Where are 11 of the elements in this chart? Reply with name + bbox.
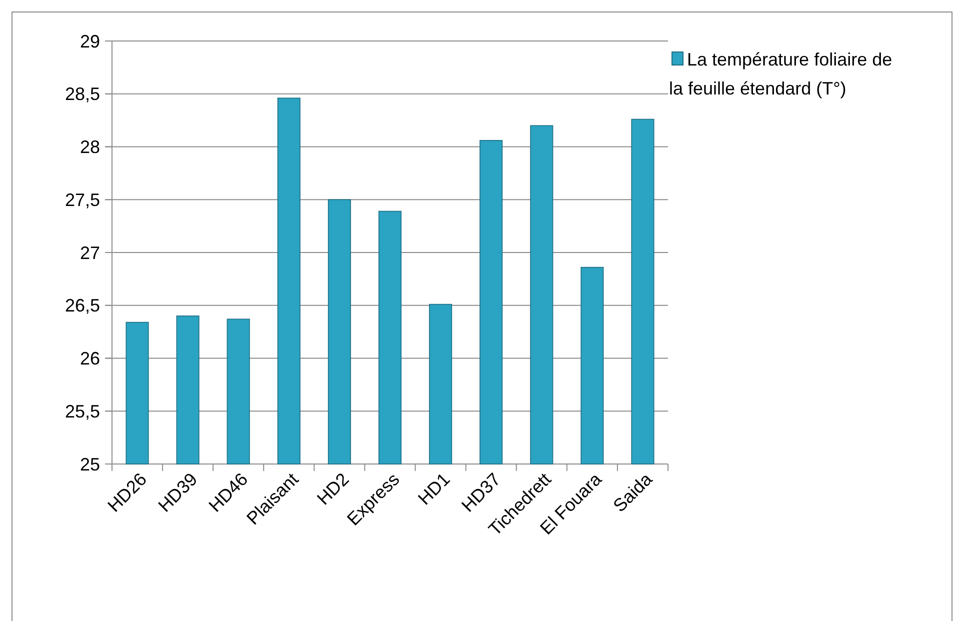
y-tick-label: 26 bbox=[80, 348, 100, 369]
y-tick-label: 29 bbox=[80, 31, 100, 52]
y-tick-label: 27,5 bbox=[64, 190, 100, 210]
y-tick-label: 28,5 bbox=[64, 84, 100, 104]
y-tick-label: 25 bbox=[80, 454, 100, 474]
y-tick-label: 27 bbox=[80, 242, 100, 263]
y-tick-label: 26,5 bbox=[64, 296, 100, 316]
y-tick-label: 25,5 bbox=[64, 401, 100, 422]
legend-label: La température foliaire de la feuille étendard (T°) bbox=[669, 49, 892, 98]
x-tick-label: HD1 bbox=[414, 469, 454, 509]
y-tick-label: 28 bbox=[80, 137, 100, 158]
